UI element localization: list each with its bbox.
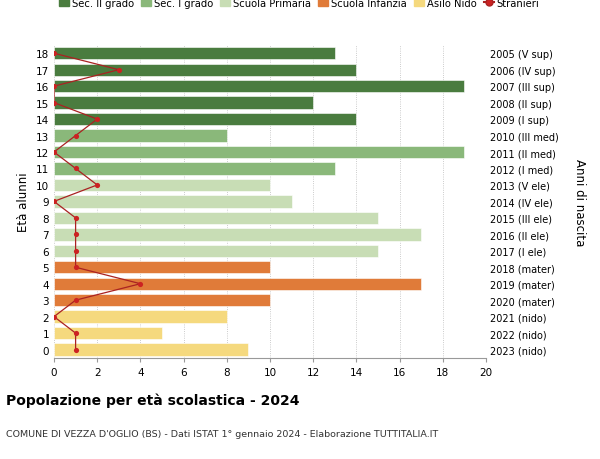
Point bbox=[71, 264, 80, 271]
Bar bbox=[54, 48, 335, 60]
Bar bbox=[54, 311, 227, 323]
Bar bbox=[54, 163, 335, 175]
Bar bbox=[54, 344, 248, 356]
Point bbox=[71, 215, 80, 222]
Point bbox=[71, 247, 80, 255]
Point bbox=[49, 83, 59, 90]
Y-axis label: Età alunni: Età alunni bbox=[17, 172, 31, 232]
Point bbox=[49, 313, 59, 321]
Bar bbox=[54, 294, 270, 307]
Bar bbox=[54, 130, 227, 142]
Point bbox=[71, 165, 80, 173]
Y-axis label: Anni di nascita: Anni di nascita bbox=[573, 158, 586, 246]
Bar bbox=[54, 262, 270, 274]
Point bbox=[114, 67, 124, 74]
Bar bbox=[54, 245, 378, 257]
Bar bbox=[54, 229, 421, 241]
Legend: Sec. II grado, Sec. I grado, Scuola Primaria, Scuola Infanzia, Asilo Nido, Stran: Sec. II grado, Sec. I grado, Scuola Prim… bbox=[55, 0, 544, 13]
Bar bbox=[54, 97, 313, 110]
Point bbox=[71, 297, 80, 304]
Bar bbox=[54, 64, 356, 77]
Point bbox=[49, 149, 59, 157]
Point bbox=[136, 280, 145, 288]
Bar bbox=[54, 179, 270, 192]
Bar bbox=[54, 81, 464, 93]
Point bbox=[49, 198, 59, 206]
Bar bbox=[54, 146, 464, 159]
Text: Popolazione per età scolastica - 2024: Popolazione per età scolastica - 2024 bbox=[6, 392, 299, 407]
Point bbox=[71, 346, 80, 353]
Point bbox=[71, 133, 80, 140]
Point bbox=[49, 50, 59, 58]
Point bbox=[71, 231, 80, 239]
Point bbox=[71, 330, 80, 337]
Point bbox=[49, 100, 59, 107]
Bar bbox=[54, 114, 356, 126]
Bar bbox=[54, 327, 162, 340]
Bar bbox=[54, 196, 292, 208]
Bar bbox=[54, 212, 378, 224]
Bar bbox=[54, 278, 421, 290]
Text: COMUNE DI VEZZA D'OGLIO (BS) - Dati ISTAT 1° gennaio 2024 - Elaborazione TUTTITA: COMUNE DI VEZZA D'OGLIO (BS) - Dati ISTA… bbox=[6, 429, 438, 438]
Point bbox=[92, 182, 102, 189]
Point bbox=[92, 116, 102, 123]
